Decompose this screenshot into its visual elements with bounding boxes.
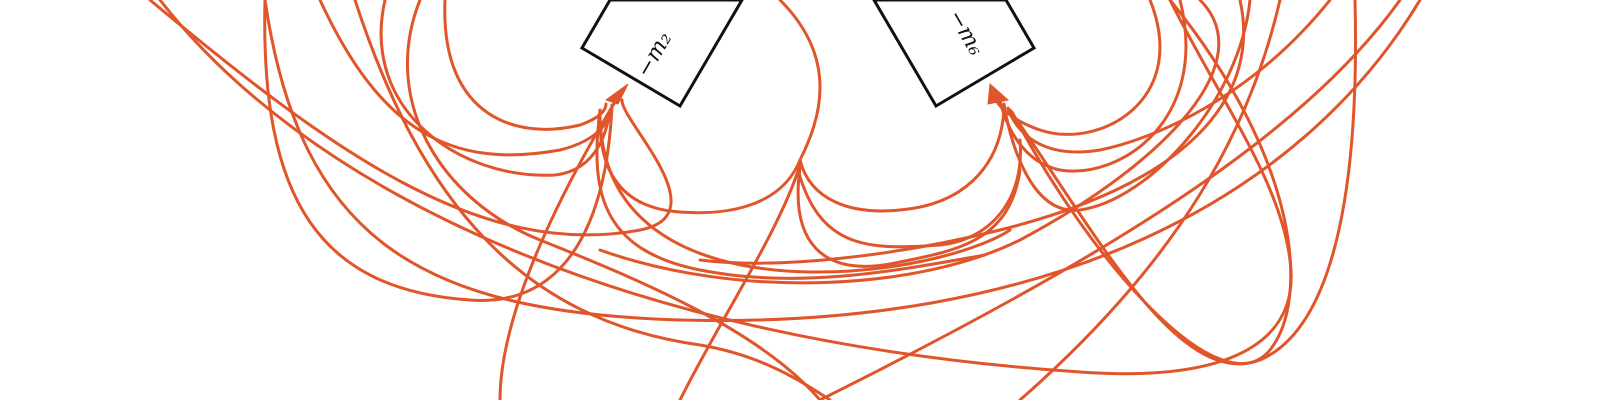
edge bbox=[158, 0, 1293, 376]
arrowhead-left-node bbox=[604, 83, 629, 105]
edge bbox=[796, 166, 1022, 268]
arrowhead-group bbox=[604, 82, 1010, 105]
edge bbox=[998, 0, 1188, 173]
edge bbox=[993, 0, 1162, 136]
edge bbox=[798, 108, 1006, 213]
edge bbox=[598, 0, 822, 215]
node-right-box bbox=[872, 0, 1037, 109]
edge bbox=[263, 0, 614, 302]
arrowhead-right-node bbox=[987, 82, 1010, 105]
edge bbox=[1018, 0, 1282, 400]
edge bbox=[443, 0, 608, 131]
edge bbox=[678, 163, 802, 400]
node-left[interactable]: −m₂ bbox=[579, 0, 744, 109]
edge bbox=[1006, 0, 1332, 154]
edge bbox=[598, 0, 1221, 285]
edge bbox=[796, 138, 1022, 249]
edge bbox=[598, 110, 1012, 274]
edge bbox=[818, 0, 1402, 400]
edge bbox=[353, 0, 832, 400]
edge bbox=[1008, 0, 1357, 366]
edge bbox=[405, 0, 822, 400]
node-right[interactable]: −m₆ bbox=[872, 0, 1037, 109]
edge bbox=[148, 0, 673, 237]
edge bbox=[1010, 0, 1293, 365]
edge-group bbox=[148, 0, 1422, 400]
node-left-box bbox=[579, 0, 744, 109]
edge bbox=[379, 0, 612, 177]
edge bbox=[1002, 0, 1252, 212]
edge bbox=[698, 0, 1245, 265]
edge bbox=[595, 108, 987, 280]
